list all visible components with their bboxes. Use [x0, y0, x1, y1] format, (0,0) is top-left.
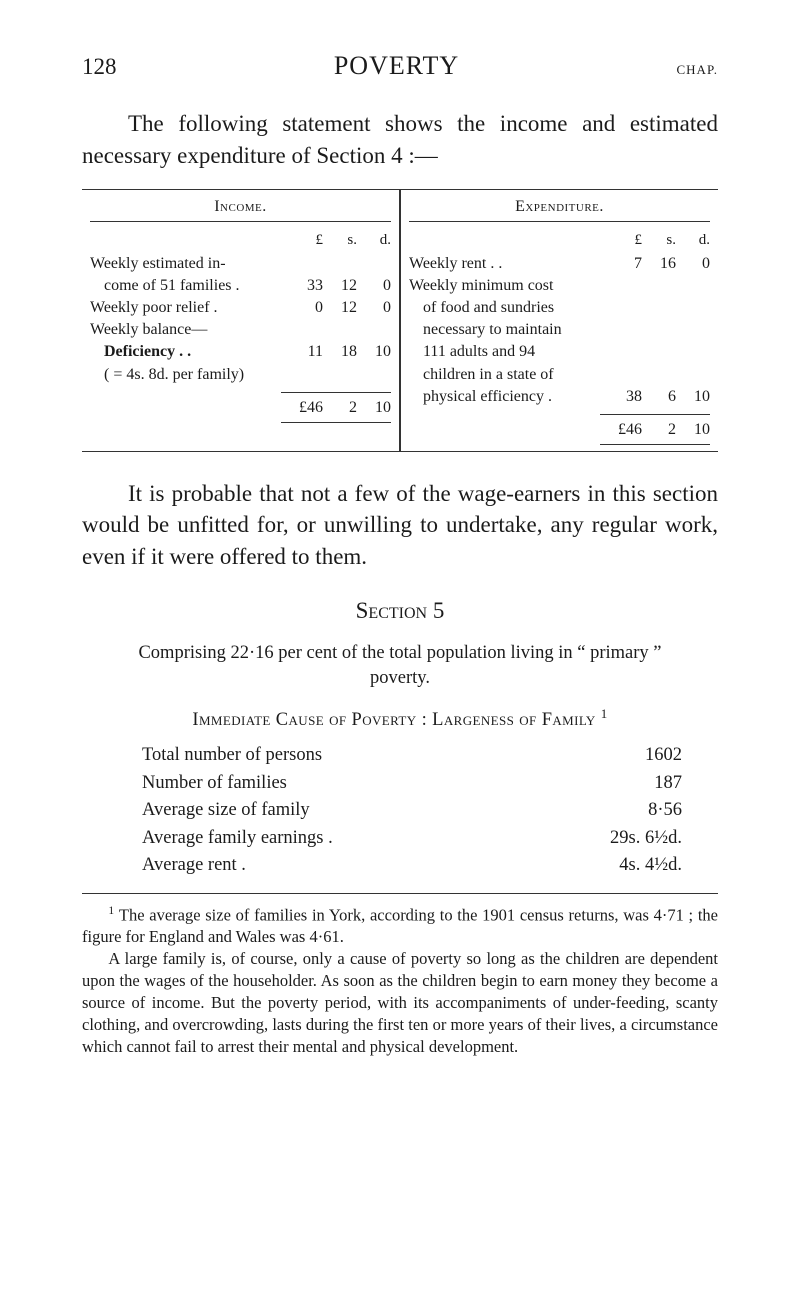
stat-label: Number of families	[142, 771, 642, 797]
row-desc: children in a state of	[409, 364, 710, 386]
income-row: Weekly poor relief . 0 12 0	[90, 297, 391, 319]
row-desc: Deficiency . .	[90, 341, 303, 363]
total-p: £46	[596, 419, 642, 441]
unit-d: d.	[690, 230, 710, 251]
exp-row: necessary to maintain	[409, 319, 710, 341]
row-desc: ( = 4s. 8d. per family)	[90, 364, 391, 386]
body-paragraph: It is probable that not a few of the wag…	[82, 478, 718, 573]
unit-s: s.	[337, 230, 357, 251]
row-desc: necessary to maintain	[409, 319, 710, 341]
total-s: 2	[656, 419, 676, 441]
footnote-number: 1	[108, 905, 114, 917]
expenditure-units: £ s. d.	[409, 230, 710, 251]
stat-row: Average size of family8·56	[142, 798, 682, 824]
footnote-p2: A large family is, of course, only a cau…	[82, 949, 718, 1056]
page-number: 128	[82, 51, 117, 83]
exp-row: children in a state of	[409, 364, 710, 386]
stat-val: 8·56	[636, 798, 682, 824]
stat-val: 1602	[633, 743, 682, 769]
amt-s: 16	[656, 253, 676, 275]
amt-s: 6	[656, 386, 676, 408]
footnote-rule	[82, 893, 718, 894]
stats-block: Total number of persons1602 Number of fa…	[142, 743, 682, 879]
total-s: 2	[337, 397, 357, 419]
cause-text: Immediate Cause of Poverty : Largeness o…	[192, 710, 595, 730]
income-row: ( = 4s. 8d. per family)	[90, 364, 391, 386]
unit-d: d.	[371, 230, 391, 251]
exp-row: of food and sundries	[409, 297, 710, 319]
income-row: Weekly estimated in-	[90, 253, 391, 275]
chapter-label: CHAP.	[677, 61, 719, 79]
amt-s: 18	[337, 341, 357, 363]
footnote-p1: The average size of families in York, ac…	[82, 905, 718, 946]
unit-pound: £	[622, 230, 642, 251]
stat-row: Total number of persons1602	[142, 743, 682, 769]
income-units: £ s. d.	[90, 230, 391, 251]
row-desc: physical efficiency .	[409, 386, 622, 408]
stat-row: Number of families187	[142, 771, 682, 797]
amt-p: 38	[622, 386, 642, 408]
expenditure-column: Expenditure. £ s. d. Weekly rent . . 7 16…	[401, 190, 718, 450]
section-head: Section 5	[82, 595, 718, 627]
stat-val: 187	[642, 771, 682, 797]
finance-table: Income. £ s. d. Weekly estimated in- com…	[82, 189, 718, 451]
income-column: Income. £ s. d. Weekly estimated in- com…	[82, 190, 401, 450]
income-row: Deficiency . . 11 18 10	[90, 341, 391, 363]
income-row: Weekly balance—	[90, 319, 391, 341]
stat-val: 4s. 4½d.	[607, 853, 682, 879]
stat-label: Average family earnings .	[142, 826, 598, 852]
exp-row: physical efficiency . 38 6 10	[409, 386, 710, 408]
footnote-mark: 1	[601, 706, 608, 721]
total-d: 10	[690, 419, 710, 441]
stat-label: Total number of persons	[142, 743, 633, 769]
row-desc: Weekly rent . .	[409, 253, 622, 275]
exp-row: 111 adults and 94	[409, 341, 710, 363]
body-text: It is probable that not a few of the wag…	[82, 481, 718, 569]
row-desc: of food and sundries	[409, 297, 710, 319]
exp-row: Weekly rent . . 7 16 0	[409, 253, 710, 275]
amt-s: 12	[337, 275, 357, 297]
income-total: £46 2 10	[90, 397, 391, 419]
row-desc: 111 adults and 94	[409, 341, 710, 363]
amt-p: 33	[303, 275, 323, 297]
stat-row: Average family earnings .29s. 6½d.	[142, 826, 682, 852]
amt-p: 7	[622, 253, 642, 275]
total-p: £46	[277, 397, 323, 419]
intro-text: The following statement shows the income…	[82, 111, 718, 168]
stat-label: Average rent .	[142, 853, 607, 879]
exp-row: Weekly minimum cost	[409, 275, 710, 297]
stat-label: Average size of family	[142, 798, 636, 824]
unit-s: s.	[656, 230, 676, 251]
amt-d: 10	[371, 341, 391, 363]
amt-d: 0	[371, 297, 391, 319]
income-head: Income.	[90, 196, 391, 221]
amt-p: 0	[303, 297, 323, 319]
row-desc: come of 51 families .	[90, 275, 303, 297]
stat-val: 29s. 6½d.	[598, 826, 682, 852]
amt-d: 10	[690, 386, 710, 408]
amt-d: 0	[690, 253, 710, 275]
expenditure-head: Expenditure.	[409, 196, 710, 221]
row-desc: Weekly poor relief .	[90, 297, 303, 319]
intro-paragraph: The following statement shows the income…	[82, 108, 718, 171]
amt-p: 11	[303, 341, 323, 363]
income-row: come of 51 families . 33 12 0	[90, 275, 391, 297]
unit-pound: £	[303, 230, 323, 251]
section-sub: Comprising 22·16 per cent of the total p…	[112, 641, 688, 691]
page-header: 128 POVERTY CHAP.	[82, 48, 718, 84]
amt-d: 0	[371, 275, 391, 297]
cause-head: Immediate Cause of Poverty : Largeness o…	[82, 705, 718, 734]
page-title: POVERTY	[117, 48, 677, 84]
footnote: 1 The average size of families in York, …	[82, 904, 718, 1058]
amt-s: 12	[337, 297, 357, 319]
stat-row: Average rent .4s. 4½d.	[142, 853, 682, 879]
exp-total: £46 2 10	[409, 419, 710, 441]
row-desc: Weekly balance—	[90, 319, 391, 341]
row-desc: Weekly estimated in-	[90, 253, 391, 275]
total-d: 10	[371, 397, 391, 419]
row-desc: Weekly minimum cost	[409, 275, 710, 297]
